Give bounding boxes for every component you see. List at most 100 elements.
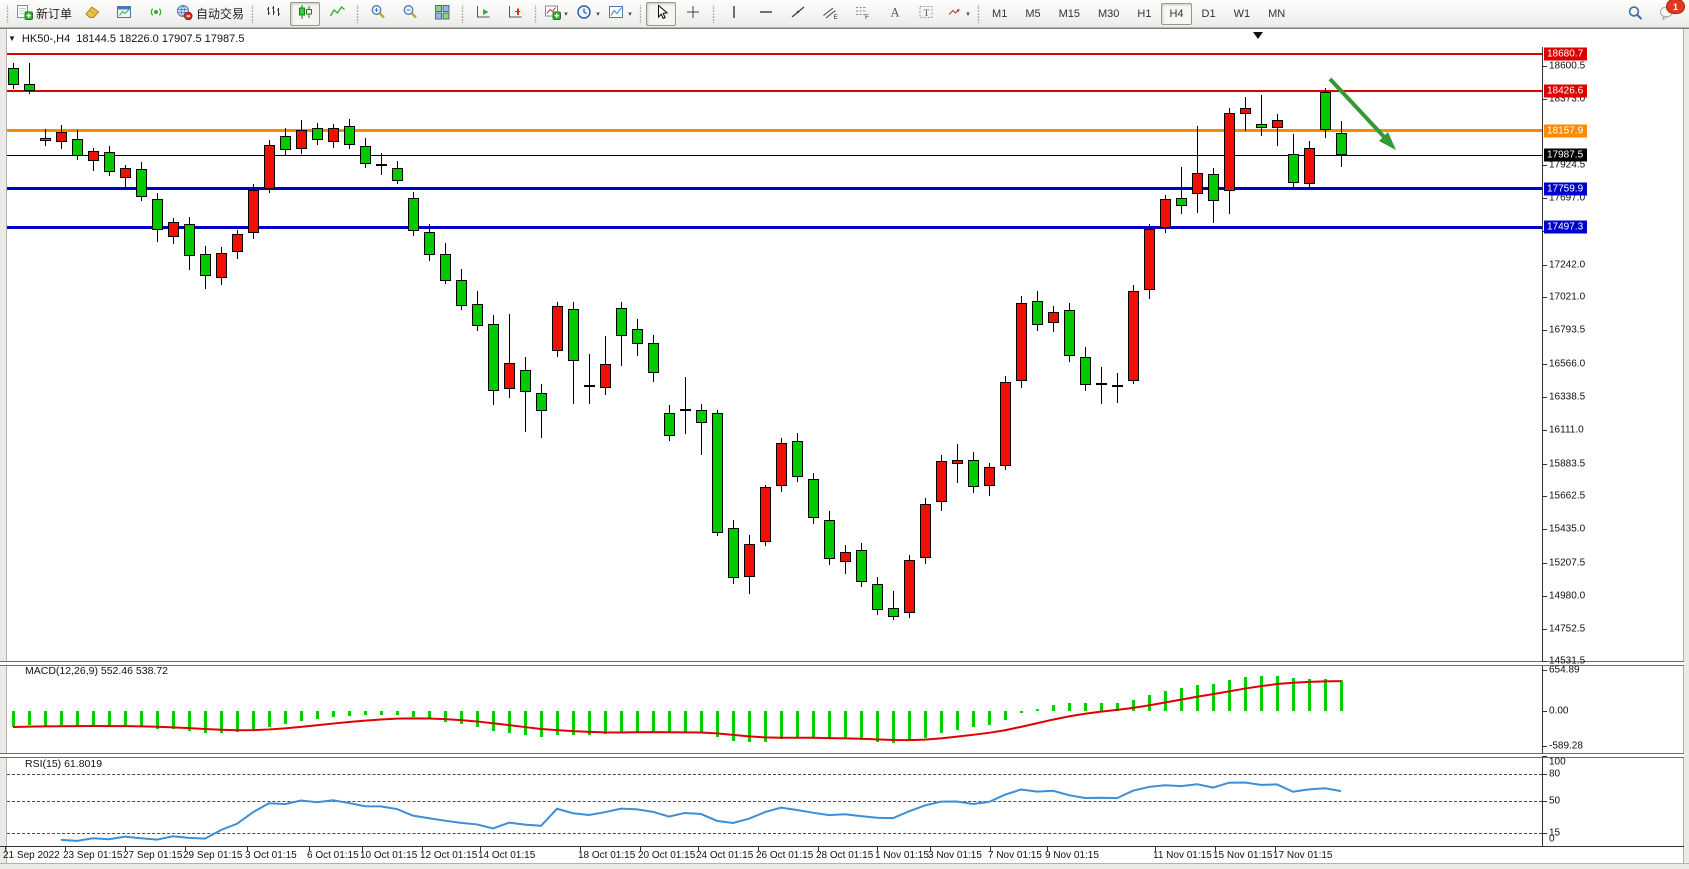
trendline-button[interactable] [783,2,813,26]
toolbar-right-group: 1 [1619,0,1685,26]
macd-histogram-bar [1228,680,1231,711]
auto-scroll-button[interactable] [468,2,498,26]
support-line[interactable] [7,187,1542,190]
trend-arrow-annotation[interactable] [0,47,1542,677]
indicators-button[interactable]: ▾ [541,2,571,26]
text-label-icon: T [918,4,935,23]
candle-bearish [568,309,579,362]
new-order-button[interactable]: 新订单 [13,2,75,26]
candle-bearish [344,125,355,145]
timeframe-m30-button[interactable]: M30 [1098,7,1120,20]
text-label-button[interactable]: T [911,2,941,26]
resistance-line[interactable] [7,90,1542,92]
pivot-line[interactable] [7,129,1542,132]
candle-bullish [120,167,131,178]
timeframe-m5-button[interactable]: M5 [1025,7,1041,20]
chevron-down-icon[interactable]: ▾ [564,10,568,18]
notification-badge: 1 [1666,0,1685,14]
price-tick [1542,330,1547,331]
macd-histogram-bar [1020,711,1023,714]
candle-bullish [1128,290,1139,381]
equidistant-channel-button[interactable]: E [815,2,845,26]
macd-histogram-bar [732,711,735,741]
toolbar: 新订单 自动交易 ▾ ▾ ▾ E F A T ▾ M1 M5 M15 M30 H1 H4 D1 W1 MN 1 [0,0,1689,28]
toolbar-separator [638,4,644,23]
macd-histogram-bar [972,711,975,728]
zoom-out-button[interactable] [395,2,425,26]
candle-bearish [696,410,707,424]
horizontal-line-button[interactable] [751,2,781,26]
chart-window-bottom-edge [0,863,1689,869]
chart-shift-button[interactable] [500,2,530,26]
candlestick-chart-button[interactable] [290,1,321,26]
tile-windows-button[interactable] [427,2,457,26]
chart-shift-icon [507,4,524,23]
timeframe-m1-button[interactable]: M1 [992,7,1008,20]
pane-separator[interactable] [0,753,1684,758]
rsi-level-line [7,801,1542,802]
candle-bearish [808,478,819,519]
chart-menu-icon[interactable]: ▼ [8,34,16,43]
vertical-line-button[interactable] [719,2,749,26]
timeframe-d1-button[interactable]: D1 [1201,7,1216,20]
support-line[interactable] [7,226,1542,229]
timeframe-m15-button[interactable]: M15 [1058,7,1080,20]
chevron-down-icon[interactable]: ▾ [966,10,970,18]
macd-histogram-bar [1004,711,1007,720]
search-button[interactable] [1620,2,1650,26]
candle-bullish [1048,311,1059,324]
crosshair-button[interactable] [678,2,708,26]
bar-chart-button[interactable] [258,2,288,26]
line-chart-button[interactable] [322,2,352,26]
macd-histogram-bar [428,711,431,720]
time-tick-label: 28 Oct 01:15 [816,850,874,861]
macd-histogram-bar [1068,703,1071,711]
time-tick [65,847,66,851]
chevron-down-icon[interactable]: ▾ [596,10,600,18]
timeframe-mn-button[interactable]: MN [1268,7,1286,20]
candle-bullish [248,189,259,233]
auto-scroll-icon [475,4,492,23]
timeframe-h1-button[interactable]: H1 [1137,7,1152,20]
macd-histogram-bar [28,711,31,726]
rsi-level-line [7,774,1542,775]
rsi-label: RSI(15) 61.8019 [25,758,103,770]
macd-histogram-bar [332,711,335,717]
candle-bullish [1304,148,1315,185]
sound-alerts-button[interactable] [141,2,171,26]
macd-histogram-bar [60,711,63,726]
timeframe-w1-button[interactable]: W1 [1233,7,1251,20]
open-charts-button[interactable] [109,2,139,26]
text-button[interactable]: A [879,2,909,26]
resistance-line[interactable] [7,53,1542,55]
candle-bearish [392,167,403,182]
fibonacci-button[interactable]: F [847,2,877,26]
templates-button[interactable]: ▾ [605,2,635,26]
macd-histogram-bar [1260,676,1263,711]
zoom-in-button[interactable] [363,2,393,26]
time-tick [125,847,126,851]
macd-histogram-bar [1164,691,1167,711]
macd-histogram-bar [444,711,447,722]
timeframe-h4-button[interactable]: H4 [1161,2,1192,25]
rsi-axis-tick-label: 100 [1549,756,1566,768]
current-price-line[interactable] [7,155,1542,156]
candle-bearish [200,254,211,277]
arrows-button[interactable]: ▾ [943,2,973,26]
candle-bullish [328,128,339,142]
candle-bearish [280,135,291,151]
equidistant-channel-icon: E [822,4,839,23]
price-tick [1542,297,1547,298]
macd-histogram-bar [828,711,831,740]
cursor-button[interactable] [646,1,677,26]
chevron-down-icon[interactable]: ▾ [628,10,632,18]
chart-window-right-edge [1683,29,1689,869]
notifications-button[interactable]: 1 [1652,0,1685,26]
pane-separator[interactable] [0,661,1684,666]
object-anchor-marker[interactable] [1253,32,1263,39]
eraser-button[interactable] [77,2,107,26]
price-tick-label: 14531.5 [1549,655,1586,667]
candle-bullish [504,362,515,390]
auto-trading-button[interactable]: 自动交易 [173,2,247,26]
periods-button[interactable]: ▾ [573,2,603,26]
